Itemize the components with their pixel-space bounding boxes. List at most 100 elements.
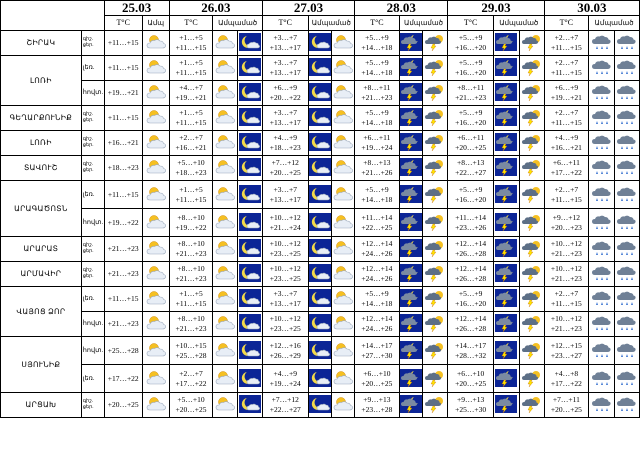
night-range: +14…+17 (361, 340, 393, 350)
region-name: ԱՐԱՐԱՏ (0, 236, 82, 262)
forecast-row: ՏԱՎՈՒՇ գիշ. ցեր. +18…+23 +5…+10 +18…+23 +7…+12… (0, 155, 640, 181)
day-range: +20…+25 (550, 405, 582, 414)
day6-range: +2…+7 +11…+15 (543, 30, 590, 56)
thunderstorm-icon (422, 130, 449, 156)
subregion-label: լեռ. (82, 295, 95, 302)
sun-cloud-icon (146, 135, 166, 149)
moon-cloud-icon (238, 288, 262, 308)
sun-cloud-icon (334, 135, 354, 149)
sun-cloud-icon (141, 30, 170, 56)
night-range: +5…+9 (365, 184, 389, 194)
moon-cloud-icon (309, 82, 331, 102)
day3-range: +4…+9 +18…+23 (261, 130, 309, 156)
day-range: +16…+20 (455, 299, 487, 308)
sun-cloud-icon (212, 392, 239, 418)
sun-cloud-icon (331, 392, 356, 418)
thunderstorm-icon (425, 290, 444, 308)
thunderstorm-night-icon (400, 57, 422, 77)
night-range: +1…+5 (179, 58, 203, 67)
night-range: +8…+10 (177, 314, 205, 323)
thunderstorm-night-icon (492, 105, 520, 131)
day-range: +16…+20 (455, 43, 487, 52)
thunderstorm-night-icon (495, 263, 518, 283)
night-range: +10…+12 (269, 212, 301, 222)
cloud-rain-icon (617, 110, 636, 124)
thunderstorm-icon (518, 30, 545, 56)
thunderstorm-night-icon (492, 55, 520, 81)
sun-cloud-icon (215, 110, 236, 124)
day-range: +11…+15 (551, 194, 582, 204)
day-range: +11…+15 (551, 118, 582, 127)
thunderstorm-icon (425, 214, 444, 231)
day4-range: +5…+9 +14…+18 (354, 55, 400, 81)
thunderstorm-night-icon (492, 336, 520, 365)
night-range: +3…+7 (273, 33, 297, 42)
thunderstorm-night-icon (400, 238, 422, 258)
row-labels: գիշ. ցեր. (80, 30, 105, 56)
day5-range: +6…+10 +20…+25 (447, 364, 494, 393)
day-range: +14…+18 (361, 118, 393, 127)
thunderstorm-icon (422, 261, 449, 287)
region-name: ԱՐՄԱՎԻՐ (0, 261, 82, 287)
sun-cloud-icon (212, 55, 239, 81)
moon-cloud-icon (309, 157, 331, 177)
day-label: ցեր. (82, 143, 94, 148)
forecast-row: ՍՅՈՒՆԻՔ հովտ. +25…+28 +10…+15 +25…+28 +12…+16… (0, 336, 640, 393)
day1-range: +16…+21 (103, 130, 143, 156)
moon-cloud-icon (238, 340, 262, 359)
sun-cloud-icon (215, 85, 236, 99)
thunderstorm-icon (422, 208, 449, 237)
night-range: +1…+5 (179, 33, 203, 42)
thunderstorm-icon (518, 286, 545, 312)
night-range: +6…+11 (457, 133, 485, 142)
cloud-rain-icon (617, 266, 636, 280)
sun-cloud-icon (331, 80, 356, 106)
day-range: +25…+28 (175, 350, 207, 360)
moon-cloud-icon (309, 288, 331, 308)
thunderstorm-night-icon (492, 130, 520, 156)
cloud-rain-icon (588, 130, 616, 156)
sun-cloud-icon (215, 291, 236, 305)
moon-cloud-icon (237, 311, 263, 337)
thunderstorm-icon (422, 336, 449, 365)
region-name: ՏԱՎՈՒՇ (0, 155, 82, 181)
day5-range: +5…+9 +16…+20 (447, 105, 494, 131)
thunderstorm-icon (521, 342, 540, 359)
night-range: +6…+11 (552, 158, 580, 167)
night-label: գիշ. (82, 37, 93, 42)
day-range: +16…+20 (455, 68, 487, 77)
night-range: +10…+12 (550, 239, 582, 248)
thunderstorm-icon (425, 265, 444, 283)
cloud-rain-icon (588, 180, 616, 209)
day2-range: +2…+7 +17…+22 (168, 364, 214, 393)
night-range: +6…+10 (457, 368, 485, 378)
day5-range: +12…+14 +26…+28 (447, 311, 494, 337)
thunderstorm-night-icon (400, 157, 422, 177)
cloud-rain-icon (588, 286, 616, 312)
day-range: +17…+22 (550, 168, 582, 177)
forecast-row: լեռ. +17…+22 +2…+7 +17…+22 +4…+9 +19…+24 +6…+1… (1, 364, 640, 393)
sun-cloud-icon (215, 60, 236, 74)
moon-cloud-icon (238, 107, 262, 127)
row-labels: հովտ. (80, 336, 105, 365)
cloud-rain-icon (614, 80, 640, 106)
sun-cloud-icon (146, 85, 166, 99)
moon-cloud-icon (307, 286, 333, 312)
day4-range: +5…+9 +14…+18 (354, 30, 400, 56)
night-range: +5…+9 (365, 58, 389, 67)
night-range: +6…+11 (363, 133, 391, 142)
night-range: +12…+14 (361, 314, 393, 323)
moon-cloud-icon (307, 208, 333, 237)
forecast-row: ՎԱՅՈՑ ՁՈՐ լեռ. +11…+15 +1…+5 +11…+15 +3…+7 +13… (0, 286, 640, 337)
thunderstorm-icon (422, 236, 449, 262)
day3-range: +10…+12 +23…+25 (261, 236, 309, 262)
day1-range: +19…+22 (103, 208, 143, 237)
day5-range: +14…+17 +28…+32 (447, 336, 494, 365)
day-range: +20…+22 (269, 93, 301, 102)
day5-range: +11…+14 +23…+26 (447, 208, 494, 237)
sun-cloud-icon (212, 130, 239, 156)
day-range: +11…+15 (175, 299, 207, 308)
night-label: գիշ. (82, 137, 93, 142)
day-range: +11…+15 (551, 43, 582, 52)
sun-cloud-icon (146, 110, 166, 124)
